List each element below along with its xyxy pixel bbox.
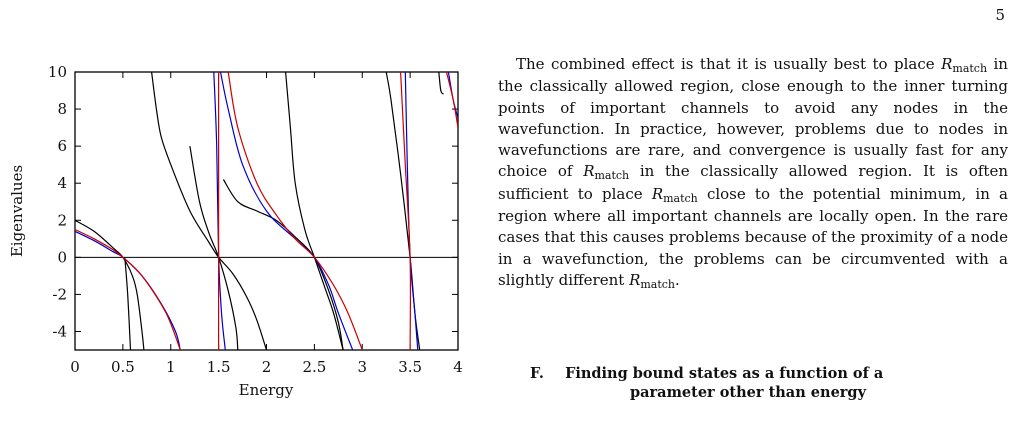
text-run: in the classically allowed region, close… <box>498 55 1008 181</box>
y-tick-label: 4 <box>57 174 67 192</box>
x-tick-label: 1 <box>166 358 176 376</box>
eigenvalue-figure: 0 0.5 1 1.5 2 2.5 3 3.5 4 10 8 6 4 2 0 -2 -4 Energy Eige… <box>0 40 480 423</box>
x-tick-label: 3.5 <box>398 358 422 376</box>
eigenvalue-curve-10 <box>219 72 354 350</box>
y-tick-label: 0 <box>57 248 67 266</box>
section-number: F. <box>530 365 544 382</box>
eigenvalue-curve-2 <box>189 145 239 350</box>
y-tick-label: 2 <box>57 211 67 229</box>
r-symbol: R <box>651 184 664 203</box>
eigenvalue-curve-5 <box>222 179 344 350</box>
y-tick-label: -2 <box>52 285 67 303</box>
text-run: in the classically allowed region. It is… <box>498 162 1008 203</box>
x-tick-label: 2.5 <box>302 358 326 376</box>
x-tick-label: 0 <box>70 358 80 376</box>
x-tick-label: 0.5 <box>111 358 135 376</box>
y-tick-label: 10 <box>48 63 67 81</box>
paragraph: The combined effect is that it is usuall… <box>498 54 1008 292</box>
section-title-line2: parameter other than energy <box>630 384 866 401</box>
eigenvalue-curve-9 <box>213 72 226 350</box>
text-run: close to the potential minimum, in a reg… <box>498 184 1008 289</box>
r-symbol: R <box>941 55 953 73</box>
eigenvalue-curve-12 <box>447 72 458 119</box>
eigenvalue-curve-7 <box>438 72 445 95</box>
y-tick-label: 6 <box>57 137 67 155</box>
eigenvalue-curve-1 <box>151 72 268 350</box>
eigenvalue-curve-3 <box>124 257 132 350</box>
eigenvalue-curve-4 <box>285 72 344 350</box>
y-tick-label: -4 <box>52 322 67 340</box>
r-symbol: R <box>629 270 641 289</box>
section-title-line1: Finding bound states as a function of a <box>565 365 884 382</box>
x-tick-label: 2 <box>262 358 272 376</box>
section-heading: F. Finding bound states as a function of… <box>530 364 1000 402</box>
eigenvalue-curve-16 <box>400 72 412 350</box>
x-tick-label: 1.5 <box>207 358 231 376</box>
match-subscript: match <box>663 191 698 205</box>
eigenvalue-curve-11 <box>404 72 419 350</box>
x-tick-label: 4 <box>453 358 463 376</box>
eigenvalue-curve-17 <box>445 72 458 128</box>
eigenvalue-curve-15 <box>227 72 363 350</box>
series-group <box>75 72 458 350</box>
y-axis-label: Eigenvalues <box>8 165 26 257</box>
eigenvalue-chart: 0 0.5 1 1.5 2 2.5 3 3.5 4 10 8 6 4 2 0 -2 -4 Energy Eige… <box>8 63 463 399</box>
page-number: 5 <box>995 6 1005 24</box>
x-tick-label: 3 <box>357 358 367 376</box>
tick-label-group: 0 0.5 1 1.5 2 2.5 3 3.5 4 10 8 6 4 2 0 -2 -4 <box>48 63 463 376</box>
text-run: . <box>675 270 680 289</box>
text-run: The combined effect is that it is usuall… <box>516 55 935 73</box>
eigenvalue-curve-0 <box>75 219 145 350</box>
match-subscript: match <box>640 277 676 291</box>
eigenvalue-curve-13 <box>75 228 181 350</box>
body-text: The combined effect is that it is usuall… <box>498 54 1008 292</box>
match-subscript: match <box>952 62 988 75</box>
match-subscript: match <box>594 169 630 183</box>
y-tick-label: 8 <box>57 100 67 118</box>
r-symbol: R <box>583 162 595 181</box>
x-axis-label: Energy <box>239 381 294 399</box>
